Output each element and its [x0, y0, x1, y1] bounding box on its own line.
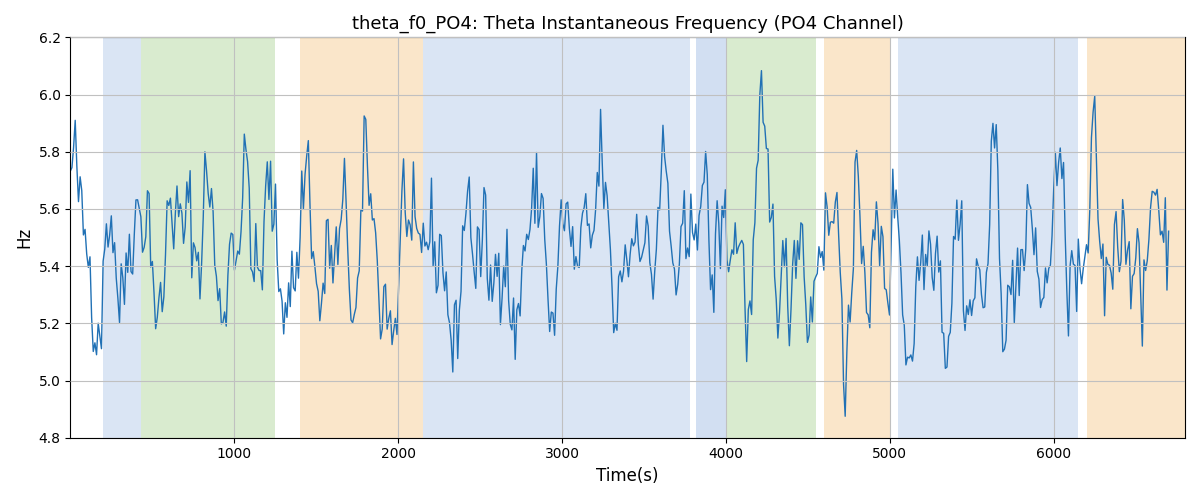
Bar	[140, 38, 275, 438]
Bar	[824, 38, 890, 438]
Bar	[422, 38, 690, 438]
Bar	[300, 38, 422, 438]
X-axis label: Time(s): Time(s)	[596, 467, 659, 485]
Bar	[726, 38, 816, 438]
Bar	[898, 38, 1079, 438]
Bar	[1087, 38, 1184, 438]
Bar	[103, 38, 140, 438]
Title: theta_f0_PO4: Theta Instantaneous Frequency (PO4 Channel): theta_f0_PO4: Theta Instantaneous Freque…	[352, 15, 904, 34]
Bar	[696, 38, 726, 438]
Y-axis label: Hz: Hz	[16, 227, 34, 248]
